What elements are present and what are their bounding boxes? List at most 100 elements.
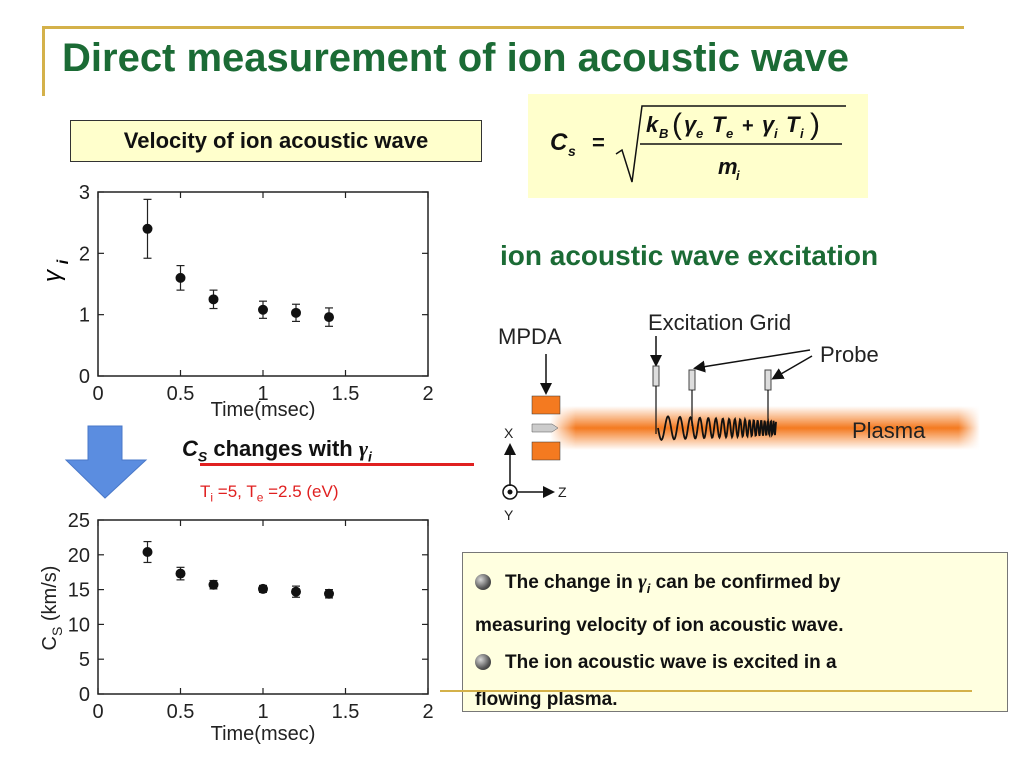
gamma-chart-ytick-label: 3 xyxy=(79,182,90,204)
excitation-grid xyxy=(652,365,660,387)
mpda-electrode-bottom xyxy=(531,441,561,461)
probe-1 xyxy=(688,369,696,391)
formula-graphic: C s = k B ( γ e T e + γ i T i ) m i xyxy=(550,105,846,183)
formula-equals: = xyxy=(592,130,605,155)
note-1-gamma-sub: i xyxy=(646,580,651,596)
title-rule xyxy=(42,26,964,29)
cs-chart-ylabel-unit: (km/s) xyxy=(39,566,61,627)
cs-chart-ytick-label: 15 xyxy=(68,580,90,602)
probe-arrow-2 xyxy=(771,355,813,380)
formula-kb: k xyxy=(646,112,660,137)
cs-chart-ytick-label: 25 xyxy=(68,510,90,532)
mpda-electrode-top xyxy=(531,395,561,415)
cs-note-underline xyxy=(200,463,474,466)
formula-lhs-sub: s xyxy=(568,143,576,159)
param-ti-sub: i xyxy=(210,490,214,505)
note-1-text-a: The change in xyxy=(505,572,639,593)
page-title: Direct measurement of ion acoustic wave xyxy=(62,36,849,80)
bottom-rule xyxy=(440,690,972,692)
formula-mi: m xyxy=(718,154,738,179)
gamma-chart-data-point xyxy=(208,294,219,305)
gamma-chart-ytick-label: 2 xyxy=(79,243,90,265)
note-line-2: measuring velocity of ion acoustic wave. xyxy=(475,614,844,636)
plasma-label: Plasma xyxy=(852,418,926,443)
bullet-icon xyxy=(475,574,491,590)
note-3-text: The ion acoustic wave is excited in a xyxy=(505,651,837,673)
sound-speed-formula: C s = k B ( γ e T e + γ i T i ) m i xyxy=(528,94,868,198)
cs-chart-data-point xyxy=(291,586,301,597)
gamma-chart-data-point xyxy=(175,272,186,283)
cs-note-c: C xyxy=(182,436,198,461)
velocity-label: Velocity of ion acoustic wave xyxy=(123,128,429,153)
cs-chart-ylabel-group: CS (km/s) xyxy=(39,566,65,651)
cs-chart-data-point xyxy=(142,547,153,558)
cs-chart-ytick-label: 0 xyxy=(79,684,90,706)
gamma-chart-ylabel-sub: i xyxy=(55,259,72,264)
excitation-grid-label: Excitation Grid xyxy=(648,310,791,335)
gamma-chart-xtick-label: 2 xyxy=(422,383,433,405)
param-te-value: =2.5 (eV) xyxy=(263,482,339,501)
cs-chart-xtick-label: 2 xyxy=(422,701,433,723)
gamma-chart-xtick-label: 0 xyxy=(92,383,103,405)
gamma-chart-ylabel: γ xyxy=(39,268,66,282)
param-te-sub: e xyxy=(256,490,264,505)
axis-z-label: Z xyxy=(558,484,567,500)
cs-note-text: changes with xyxy=(207,436,359,461)
cs-chart-ytick-label: 5 xyxy=(79,649,90,671)
cs-chart-xtick-label: 0.5 xyxy=(167,701,195,723)
formula-te: T xyxy=(712,112,727,137)
note-1-gamma: γ xyxy=(638,569,647,593)
mpda-nozzle xyxy=(531,423,559,433)
formula-kb-sub: B xyxy=(659,126,668,141)
formula-plus: + xyxy=(742,115,754,137)
gamma-chart-xtick-label: 1.5 xyxy=(332,383,360,405)
bullet-icon xyxy=(475,653,491,670)
cs-chart-ytick-label: 20 xyxy=(68,545,90,567)
excitation-diagram: Plasma MPDA X Z Y Excitation Grid Probe xyxy=(498,310,980,523)
formula-ti-sub: i xyxy=(800,126,804,141)
excitation-title: ion acoustic wave excitation xyxy=(500,240,879,271)
cs-chart-ylabel: C xyxy=(39,636,61,650)
note-line-4: flowing plasma. xyxy=(475,688,618,710)
formula-sqrt-sign xyxy=(615,105,846,183)
probe-2 xyxy=(764,369,772,391)
formula-lhs: C xyxy=(550,129,568,156)
gamma-chart-data-point xyxy=(258,304,268,315)
note-line-1: The change in γi can be confirmed by xyxy=(475,563,997,607)
formula-gamma-e-sub: e xyxy=(696,126,703,141)
axis-x-label: X xyxy=(504,425,514,441)
down-arrow-icon xyxy=(64,425,148,499)
formula-gamma-i-sub: i xyxy=(774,126,778,141)
cs-change-note: CS changes with γi xyxy=(182,436,372,464)
param-ti-value: =5, xyxy=(213,482,247,501)
formula-paren-close: ) xyxy=(810,108,820,141)
gamma-chart: 0 0.5 1 1.5 2 0 1 2 3 γ i Time(msec) xyxy=(39,182,434,421)
cs-chart-data-point xyxy=(258,583,268,594)
gamma-chart-ytick-label: 0 xyxy=(79,366,90,388)
cs-chart-xtick-label: 1 xyxy=(257,701,268,723)
temperature-params: Ti =5, Te =2.5 (eV) xyxy=(200,482,339,504)
velocity-label-box: Velocity of ion acoustic wave xyxy=(70,120,482,162)
formula-gamma-e: γ xyxy=(684,112,698,137)
param-ti: T xyxy=(200,482,211,501)
cs-chart-xtick-label: 0 xyxy=(92,701,103,723)
note-line-3: The ion acoustic wave is excited in a xyxy=(475,644,997,681)
cs-chart-data-point xyxy=(324,588,334,599)
notes-box: The change in γi can be confirmed by mea… xyxy=(462,552,1008,712)
probe-arrow-1 xyxy=(693,349,811,373)
cs-chart-data-point xyxy=(208,579,219,590)
axis-y-dot xyxy=(507,489,513,495)
cs-chart-xlabel: Time(msec) xyxy=(211,723,316,745)
gamma-chart-xtick-label: 0.5 xyxy=(167,383,195,405)
axis-y-label: Y xyxy=(504,507,514,523)
gamma-chart-xtick-label: 1 xyxy=(257,383,268,405)
ion-acoustic-wave xyxy=(657,415,777,442)
formula-paren-open: ( xyxy=(672,108,682,141)
probe-label: Probe xyxy=(820,342,879,367)
gamma-chart-data-point xyxy=(142,223,153,234)
gamma-chart-data-point xyxy=(291,307,301,318)
cs-chart-ylabel-sub: S xyxy=(49,627,65,636)
cs-note-gamma: γ xyxy=(358,436,368,461)
cs-chart-data-point xyxy=(175,568,186,579)
formula-gamma-i: γ xyxy=(762,112,776,137)
